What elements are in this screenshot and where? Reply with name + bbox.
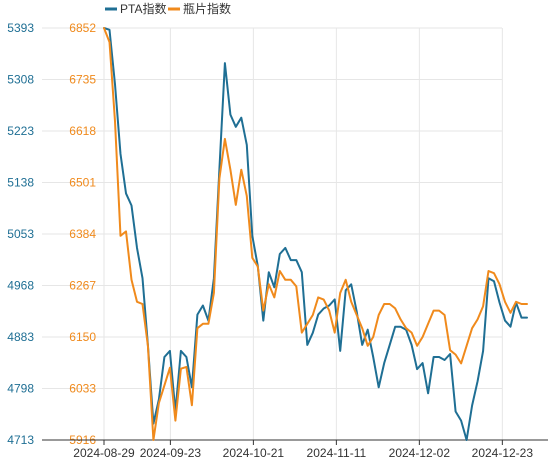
y-right-tick-label: 6501 xyxy=(69,176,96,190)
y-left-tick-label: 5138 xyxy=(7,176,34,190)
y-left-tick-label: 4883 xyxy=(7,330,34,344)
y-right-tick-label: 6267 xyxy=(69,279,96,293)
series-line-bottle[interactable] xyxy=(103,27,528,441)
legend-label-bottle: 瓶片指数 xyxy=(183,1,231,16)
x-tick-label: 2024-09-23 xyxy=(140,446,202,460)
y-left-tick-label: 4798 xyxy=(7,382,34,396)
y-right-tick-label: 6384 xyxy=(69,227,96,241)
y-left-tick-label: 5393 xyxy=(7,21,34,35)
y-right-tick-label: 6852 xyxy=(69,21,96,35)
series-line-pta[interactable] xyxy=(103,27,528,441)
y-right-tick-label: 6618 xyxy=(69,124,96,138)
y-left-tick-label: 5053 xyxy=(7,227,34,241)
x-tick-label: 2024-12-02 xyxy=(389,446,451,460)
y-left-tick-label: 4968 xyxy=(7,279,34,293)
legend-item-pta[interactable]: PTA指数 xyxy=(105,1,166,16)
x-tick-label: 2024-08-29 xyxy=(73,446,135,460)
x-tick-label: 2024-12-23 xyxy=(472,446,534,460)
y-left-tick-label: 4713 xyxy=(7,433,34,447)
y-left-tick-label: 5308 xyxy=(7,73,34,87)
y-left-tick-label: 5223 xyxy=(7,124,34,138)
x-tick-label: 2024-11-11 xyxy=(307,446,367,460)
legend[interactable]: PTA指数 瓶片指数 xyxy=(105,1,231,16)
legend-label-pta: PTA指数 xyxy=(120,1,166,16)
series-layer xyxy=(103,27,528,441)
axis-layer: 5393 6852 5308 6735 5223 6618 5138 6501 5053 6384… xyxy=(7,21,548,460)
grid-layer xyxy=(42,27,503,441)
x-tick-label: 2024-10-21 xyxy=(223,446,285,460)
y-right-tick-label: 6735 xyxy=(69,73,96,87)
y-right-tick-label: 6033 xyxy=(69,382,96,396)
y-right-tick-label: 6150 xyxy=(69,330,96,344)
legend-item-bottle[interactable]: 瓶片指数 xyxy=(168,1,231,16)
